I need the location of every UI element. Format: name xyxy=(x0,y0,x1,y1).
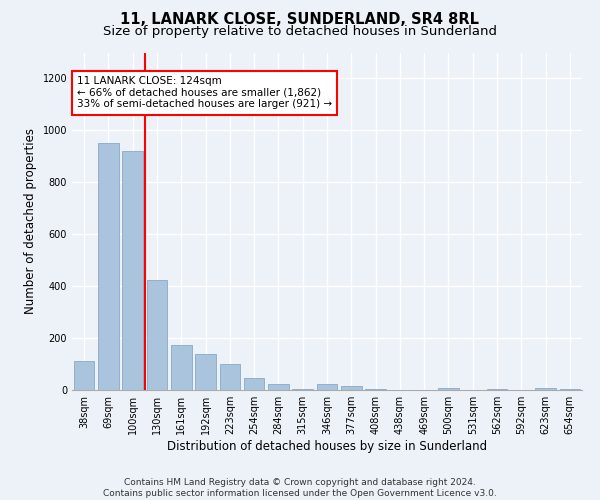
Bar xyxy=(438,388,459,390)
X-axis label: Distribution of detached houses by size in Sunderland: Distribution of detached houses by size … xyxy=(167,440,487,453)
Bar xyxy=(122,151,143,390)
Bar xyxy=(195,354,216,390)
Bar xyxy=(171,344,191,390)
Bar xyxy=(268,384,289,390)
Text: Contains HM Land Registry data © Crown copyright and database right 2024.
Contai: Contains HM Land Registry data © Crown c… xyxy=(103,478,497,498)
Bar xyxy=(560,389,580,390)
Text: Size of property relative to detached houses in Sunderland: Size of property relative to detached ho… xyxy=(103,25,497,38)
Bar xyxy=(365,388,386,390)
Bar xyxy=(220,364,240,390)
Y-axis label: Number of detached properties: Number of detached properties xyxy=(24,128,37,314)
Bar xyxy=(535,388,556,390)
Bar xyxy=(292,388,313,390)
Bar xyxy=(341,386,362,390)
Bar xyxy=(244,378,265,390)
Bar xyxy=(317,384,337,390)
Text: 11 LANARK CLOSE: 124sqm
← 66% of detached houses are smaller (1,862)
33% of semi: 11 LANARK CLOSE: 124sqm ← 66% of detache… xyxy=(77,76,332,110)
Bar xyxy=(74,362,94,390)
Bar xyxy=(487,389,508,390)
Text: 11, LANARK CLOSE, SUNDERLAND, SR4 8RL: 11, LANARK CLOSE, SUNDERLAND, SR4 8RL xyxy=(121,12,479,28)
Bar xyxy=(98,144,119,390)
Bar xyxy=(146,280,167,390)
